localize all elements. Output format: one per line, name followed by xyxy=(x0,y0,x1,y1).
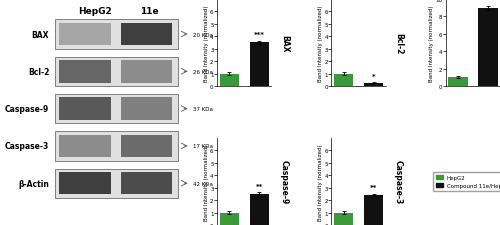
Bar xyxy=(220,74,239,87)
Text: 11e: 11e xyxy=(140,7,159,16)
FancyBboxPatch shape xyxy=(121,172,172,195)
Bar xyxy=(220,213,239,225)
Text: ***: *** xyxy=(482,0,493,3)
Y-axis label: Band Intensity (normalized): Band Intensity (normalized) xyxy=(204,144,208,220)
Y-axis label: Bcl-2: Bcl-2 xyxy=(394,33,403,54)
Text: HepG2: HepG2 xyxy=(78,7,112,16)
FancyBboxPatch shape xyxy=(121,98,172,120)
Text: 20 KDa: 20 KDa xyxy=(192,32,212,37)
Text: 17 KDa: 17 KDa xyxy=(192,144,212,149)
Y-axis label: Band Intensity (normalized): Band Intensity (normalized) xyxy=(204,5,208,81)
Y-axis label: Band Intensity (normalized): Band Intensity (normalized) xyxy=(318,5,323,81)
Bar xyxy=(448,78,468,87)
Bar xyxy=(364,195,384,225)
Y-axis label: BAX: BAX xyxy=(280,35,289,52)
Text: β-Actin: β-Actin xyxy=(18,179,49,188)
FancyBboxPatch shape xyxy=(56,57,178,87)
Bar xyxy=(478,9,498,87)
Text: Bcl-2: Bcl-2 xyxy=(28,68,49,76)
Bar xyxy=(364,83,384,87)
Bar xyxy=(250,194,269,225)
FancyBboxPatch shape xyxy=(60,98,110,120)
FancyBboxPatch shape xyxy=(60,172,110,195)
Text: 26 KDa: 26 KDa xyxy=(192,70,212,74)
Legend: HepG2, Compound 11e/HepG2: HepG2, Compound 11e/HepG2 xyxy=(433,173,500,191)
Y-axis label: Caspase-9: Caspase-9 xyxy=(280,160,289,204)
FancyBboxPatch shape xyxy=(121,61,172,83)
Text: **: ** xyxy=(370,185,377,191)
FancyBboxPatch shape xyxy=(121,135,172,158)
FancyBboxPatch shape xyxy=(121,24,172,46)
FancyBboxPatch shape xyxy=(56,20,178,50)
Text: 42 KDa: 42 KDa xyxy=(192,181,212,186)
Text: *: * xyxy=(372,73,376,79)
FancyBboxPatch shape xyxy=(56,132,178,161)
Text: BAX: BAX xyxy=(32,30,49,39)
Y-axis label: Band Intensity (normalized): Band Intensity (normalized) xyxy=(428,5,434,81)
Text: ***: *** xyxy=(254,32,264,38)
Y-axis label: Caspase-3: Caspase-3 xyxy=(394,160,403,204)
Bar xyxy=(250,43,269,87)
Y-axis label: Band Intensity (normalized): Band Intensity (normalized) xyxy=(318,144,323,220)
Bar xyxy=(334,213,353,225)
Text: 37 KDa: 37 KDa xyxy=(192,107,212,112)
Text: **: ** xyxy=(256,183,263,189)
FancyBboxPatch shape xyxy=(60,135,110,158)
Text: Caspase-9: Caspase-9 xyxy=(5,105,49,114)
FancyBboxPatch shape xyxy=(60,24,110,46)
FancyBboxPatch shape xyxy=(60,61,110,83)
Bar xyxy=(334,74,353,87)
FancyBboxPatch shape xyxy=(56,94,178,124)
FancyBboxPatch shape xyxy=(56,169,178,198)
Text: Caspase-3: Caspase-3 xyxy=(5,142,49,151)
